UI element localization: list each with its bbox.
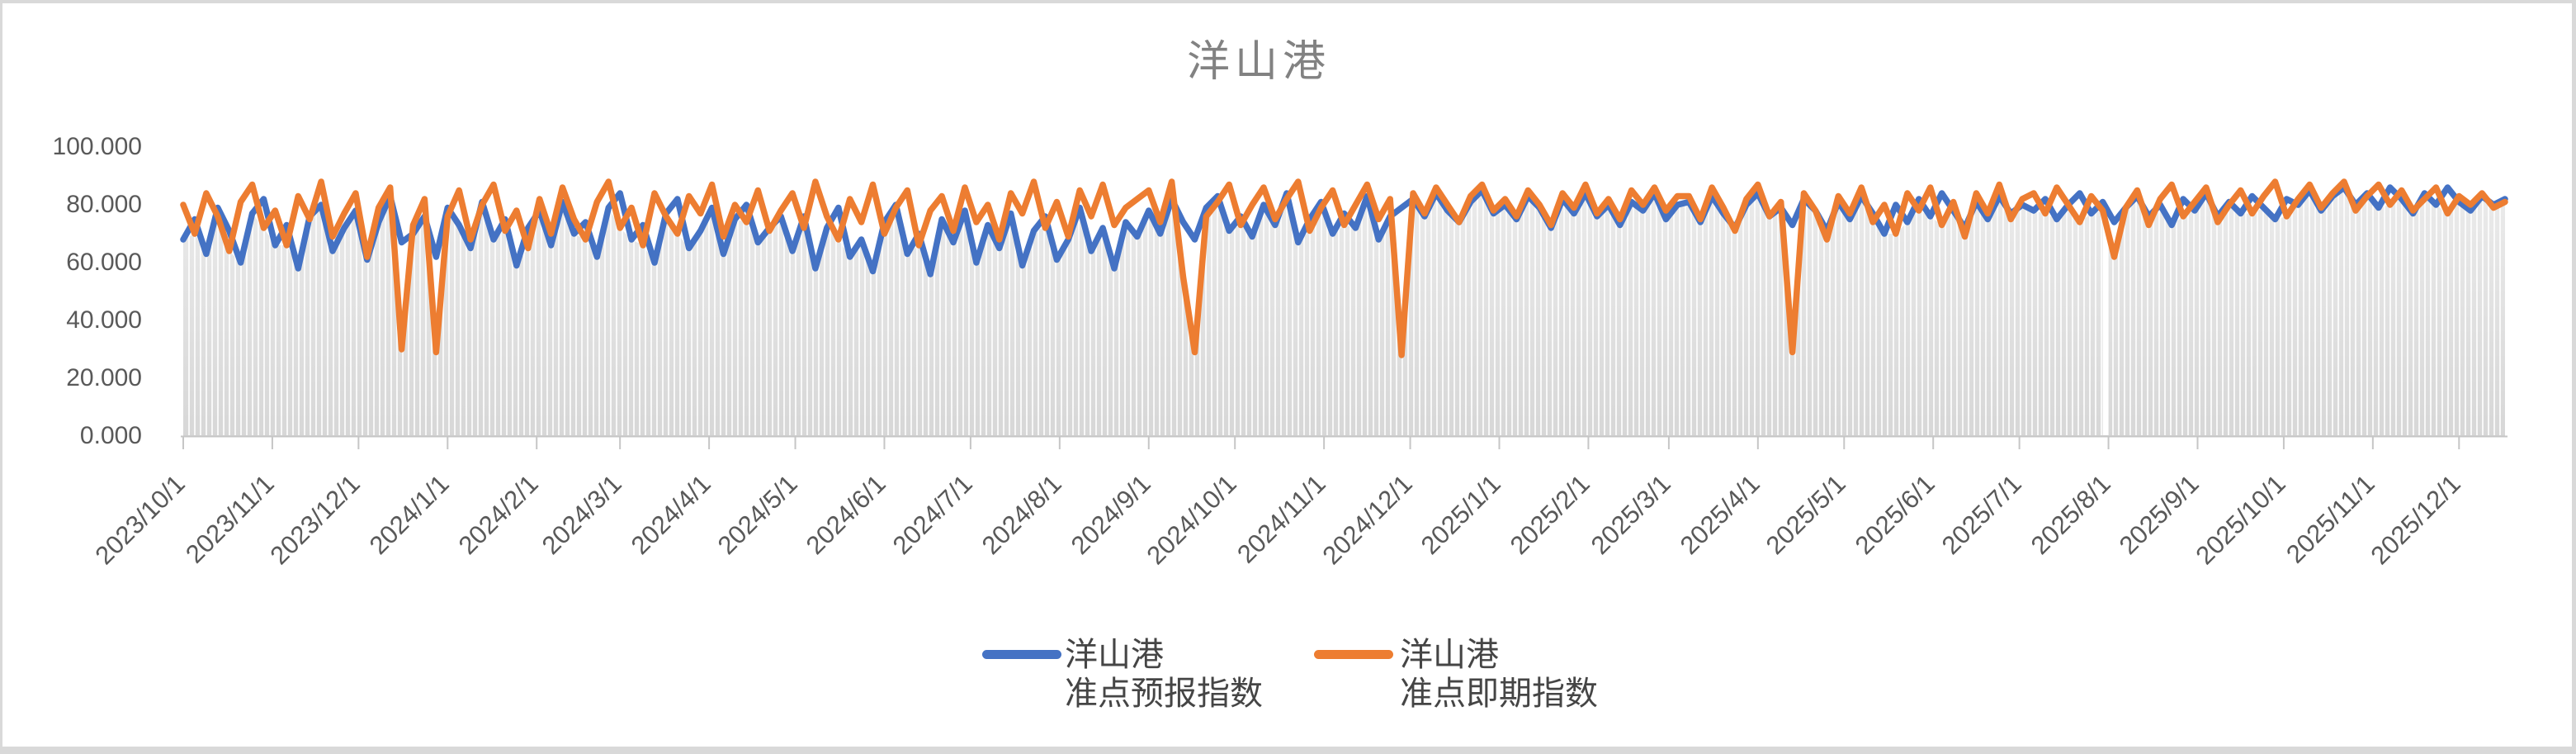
column-stripes <box>188 149 2501 435</box>
y-axis-label: 0.000 <box>79 422 142 449</box>
legend-forecast-line2: 准点预报指数 <box>1065 676 1263 712</box>
y-axis-label: 80.000 <box>66 191 142 218</box>
line-series <box>180 178 2508 358</box>
legend-label-spot: 洋山港 准点即期指数 <box>1400 636 1598 714</box>
spot-line-marker <box>1314 650 1393 659</box>
frame-edge-left <box>0 0 2 754</box>
frame-edge-right <box>2572 0 2576 754</box>
frame-edge-top <box>0 0 2576 3</box>
y-axis-label: 40.000 <box>66 306 142 334</box>
x-axis <box>181 435 2507 449</box>
frame-edge-bottom <box>0 747 2576 754</box>
forecast-line-marker <box>982 650 1061 659</box>
y-axis-label: 60.000 <box>66 249 142 276</box>
legend-forecast-line1: 洋山港 <box>1065 637 1164 673</box>
legend-label-forecast: 洋山港 准点预报指数 <box>1065 636 1263 714</box>
y-axis-label: 20.000 <box>66 364 142 391</box>
legend-spot-line1: 洋山港 <box>1400 637 1499 673</box>
y-axis-label: 100.000 <box>52 133 142 160</box>
legend-spot-line2: 准点即期指数 <box>1400 676 1598 712</box>
chart-title: 洋山港 <box>1186 38 1331 86</box>
